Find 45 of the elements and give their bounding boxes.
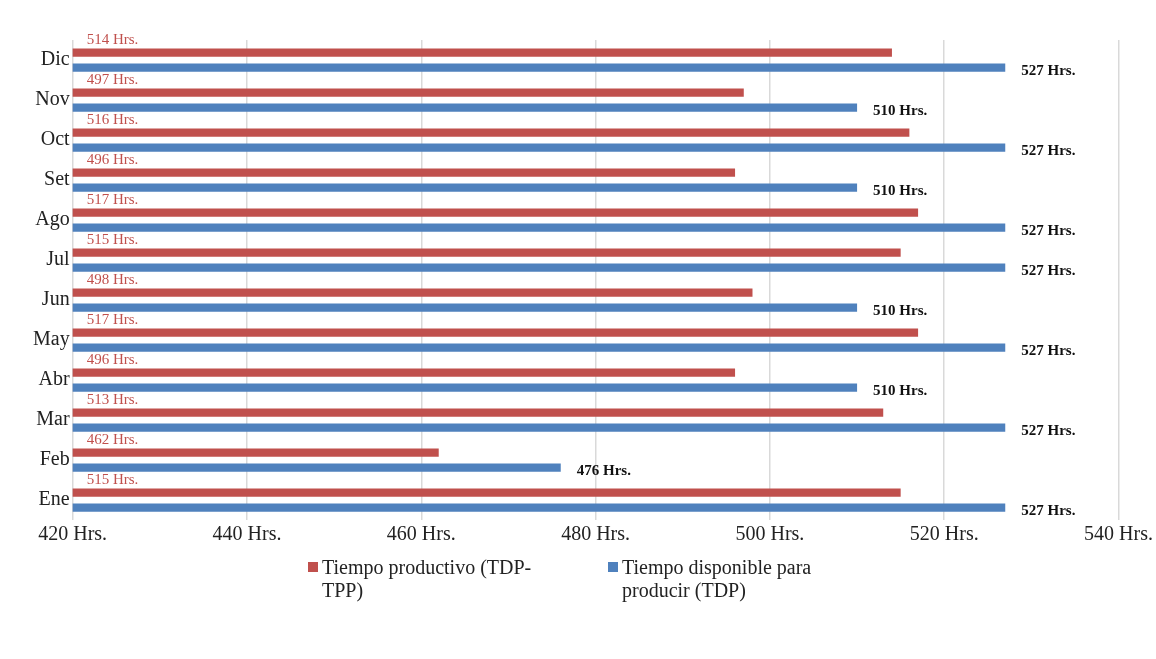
x-tick-label: 500 Hrs. [735,522,805,545]
data-label: 515 Hrs. [86,470,139,487]
y-tick-label: Jul [46,247,71,270]
x-tick-label: 440 Hrs. [212,522,282,545]
data-label: 496 Hrs. [86,150,139,167]
data-label: 517 Hrs. [86,310,139,327]
data-label: 496 Hrs. [86,350,139,367]
data-label: 527 Hrs. [1021,422,1076,439]
x-tick-label: 420 Hrs. [38,522,108,545]
data-label: 515 Hrs. [86,230,139,247]
y-tick-label: Feb [39,447,70,470]
data-label: 510 Hrs. [873,382,928,399]
legend-label: Tiempo disponible para producir (TDP) [622,556,813,602]
data-label: 516 Hrs. [86,110,139,127]
y-tick-label: Jun [41,287,70,310]
data-label: 510 Hrs. [873,182,928,199]
y-tick-label: Nov [35,87,70,110]
x-tick-label: 480 Hrs. [561,522,631,545]
data-label: 462 Hrs. [86,430,139,447]
data-label: 513 Hrs. [86,390,139,407]
legend-label: Tiempo productivo (TDP-TPP) [322,556,533,602]
data-label: 498 Hrs. [86,270,139,287]
data-label: 527 Hrs. [1021,342,1076,359]
data-label: 527 Hrs. [1021,62,1076,79]
x-tick-label: 520 Hrs. [909,522,979,545]
data-label: 514 Hrs. [86,30,139,47]
data-label: 527 Hrs. [1021,502,1076,519]
data-label: 517 Hrs. [86,190,139,207]
data-label: 527 Hrs. [1021,222,1076,239]
data-label: 510 Hrs. [873,102,928,119]
y-tick-label: Oct [40,127,71,150]
data-label: 476 Hrs. [576,462,632,479]
x-tick-label: 460 Hrs. [386,522,456,545]
y-tick-label: Abr [38,367,70,390]
x-tick-label: 540 Hrs. [1084,522,1153,545]
data-label: 510 Hrs. [873,302,928,319]
y-tick-label: Set [44,167,71,190]
data-label: 527 Hrs. [1021,262,1076,279]
y-tick-label: Ene [38,487,70,510]
y-tick-label: Mar [36,407,70,430]
y-tick-label: May [32,327,70,351]
data-label: 497 Hrs. [86,70,139,87]
y-tick-label: Dic [40,47,70,70]
y-tick-label: Ago [35,207,70,231]
data-label: 527 Hrs. [1021,142,1076,159]
